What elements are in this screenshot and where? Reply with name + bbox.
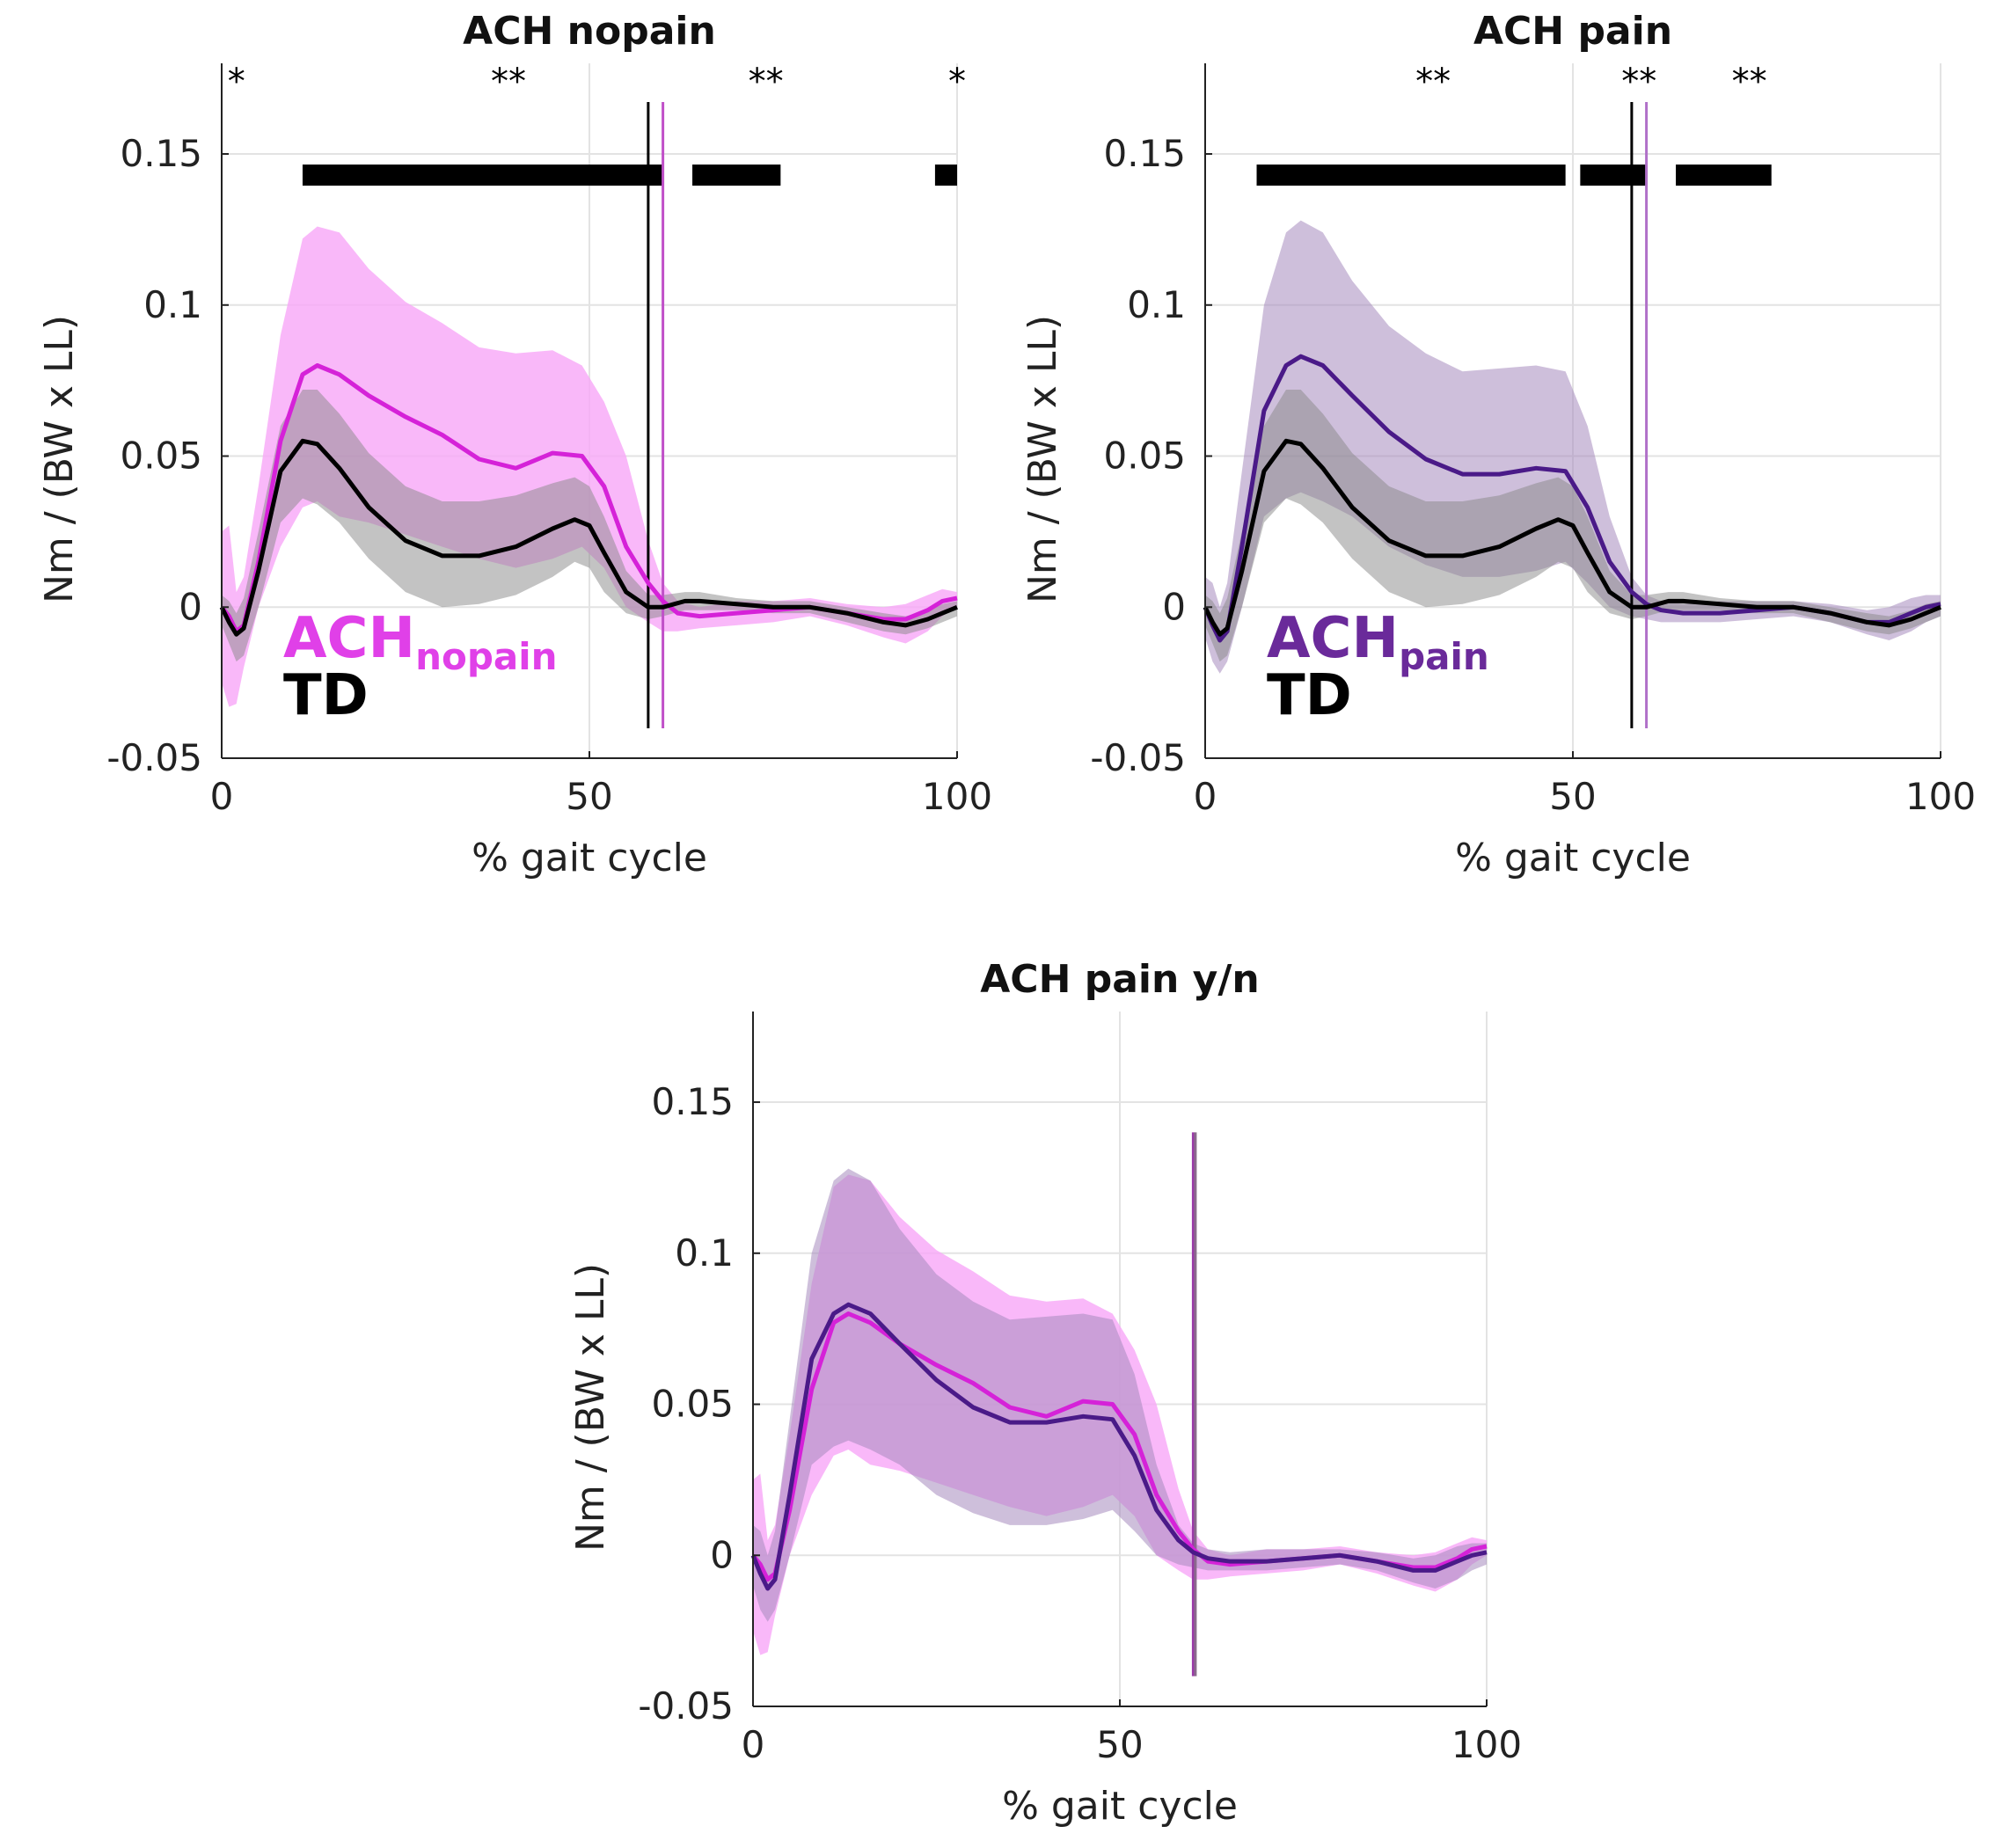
x-tick-label: 50 [1549, 775, 1596, 818]
significance-star: ** [491, 62, 526, 102]
significance-star: ** [1732, 62, 1767, 102]
series-line-1 [1203, 438, 1941, 637]
x-tick-label: 0 [1194, 775, 1217, 818]
y-axis-label: Nm / (BW x LL) [1020, 315, 1065, 603]
significance-bar [302, 164, 663, 186]
x-axis-label: % gait cycle [1455, 836, 1691, 880]
series-line-1 [219, 438, 958, 637]
y-tick-label: -0.05 [638, 1684, 734, 1727]
significance-star: ** [1621, 62, 1656, 102]
legend-entry-ach-main: ACH [1267, 606, 1399, 671]
significance-bar [1580, 164, 1647, 186]
legend-entry-ach-sub: nopain [415, 635, 557, 678]
x-tick-label: 100 [1451, 1723, 1522, 1766]
y-tick-label: -0.05 [106, 736, 202, 779]
legend-entry-td: TD [1267, 663, 1352, 728]
x-tick-label: 50 [566, 775, 612, 818]
y-axis-label: Nm / (BW x LL) [37, 315, 82, 603]
chart-title: ACH nopain [463, 9, 716, 54]
legend-entry-ach: ACHnopain [283, 606, 558, 678]
significance-star: * [948, 62, 966, 102]
legend-entry-ach-sub: pain [1399, 635, 1489, 678]
chart-title: ACH pain y/n [980, 957, 1259, 1002]
legend-entry-td: TD [283, 663, 369, 728]
x-tick-label: 0 [210, 775, 234, 818]
significance-bar [1676, 164, 1772, 186]
significance-star: * [228, 62, 245, 102]
series-line-1 [750, 1302, 1488, 1591]
y-tick-label: 0.1 [1127, 283, 1186, 326]
x-tick-label: 50 [1096, 1723, 1143, 1766]
y-tick-label: 0 [179, 585, 202, 628]
x-axis-label: % gait cycle [472, 836, 707, 880]
y-tick-label: -0.05 [1090, 736, 1186, 779]
y-tick-label: 0 [1162, 585, 1186, 628]
significance-bar [692, 164, 781, 186]
y-tick-label: 0.15 [120, 132, 202, 175]
legend-entry-ach: ACHpain [1267, 606, 1489, 678]
significance-bar [1256, 164, 1566, 186]
y-tick-label: 0 [710, 1533, 734, 1576]
y-tick-label: 0.1 [143, 283, 202, 326]
legend-entry-ach-main: ACH [283, 606, 415, 671]
x-axis-label: % gait cycle [1002, 1784, 1238, 1829]
series-band-0 [1205, 220, 1941, 674]
significance-star: ** [749, 62, 784, 102]
x-tick-label: 0 [742, 1723, 765, 1766]
y-tick-label: 0.05 [651, 1383, 734, 1426]
y-tick-label: 0.05 [1103, 435, 1186, 478]
y-tick-label: 0.1 [675, 1231, 734, 1275]
y-tick-label: 0.15 [1103, 132, 1186, 175]
x-tick-label: 100 [922, 775, 992, 818]
y-tick-label: 0.05 [120, 435, 202, 478]
y-axis-label: Nm / (BW x LL) [568, 1263, 613, 1552]
chart-title: ACH pain [1473, 9, 1672, 54]
y-tick-label: 0.15 [651, 1080, 734, 1123]
x-tick-label: 100 [1905, 775, 1976, 818]
significance-bar [934, 164, 957, 186]
significance-star: ** [1415, 62, 1451, 102]
series-band-1 [753, 1168, 1487, 1622]
